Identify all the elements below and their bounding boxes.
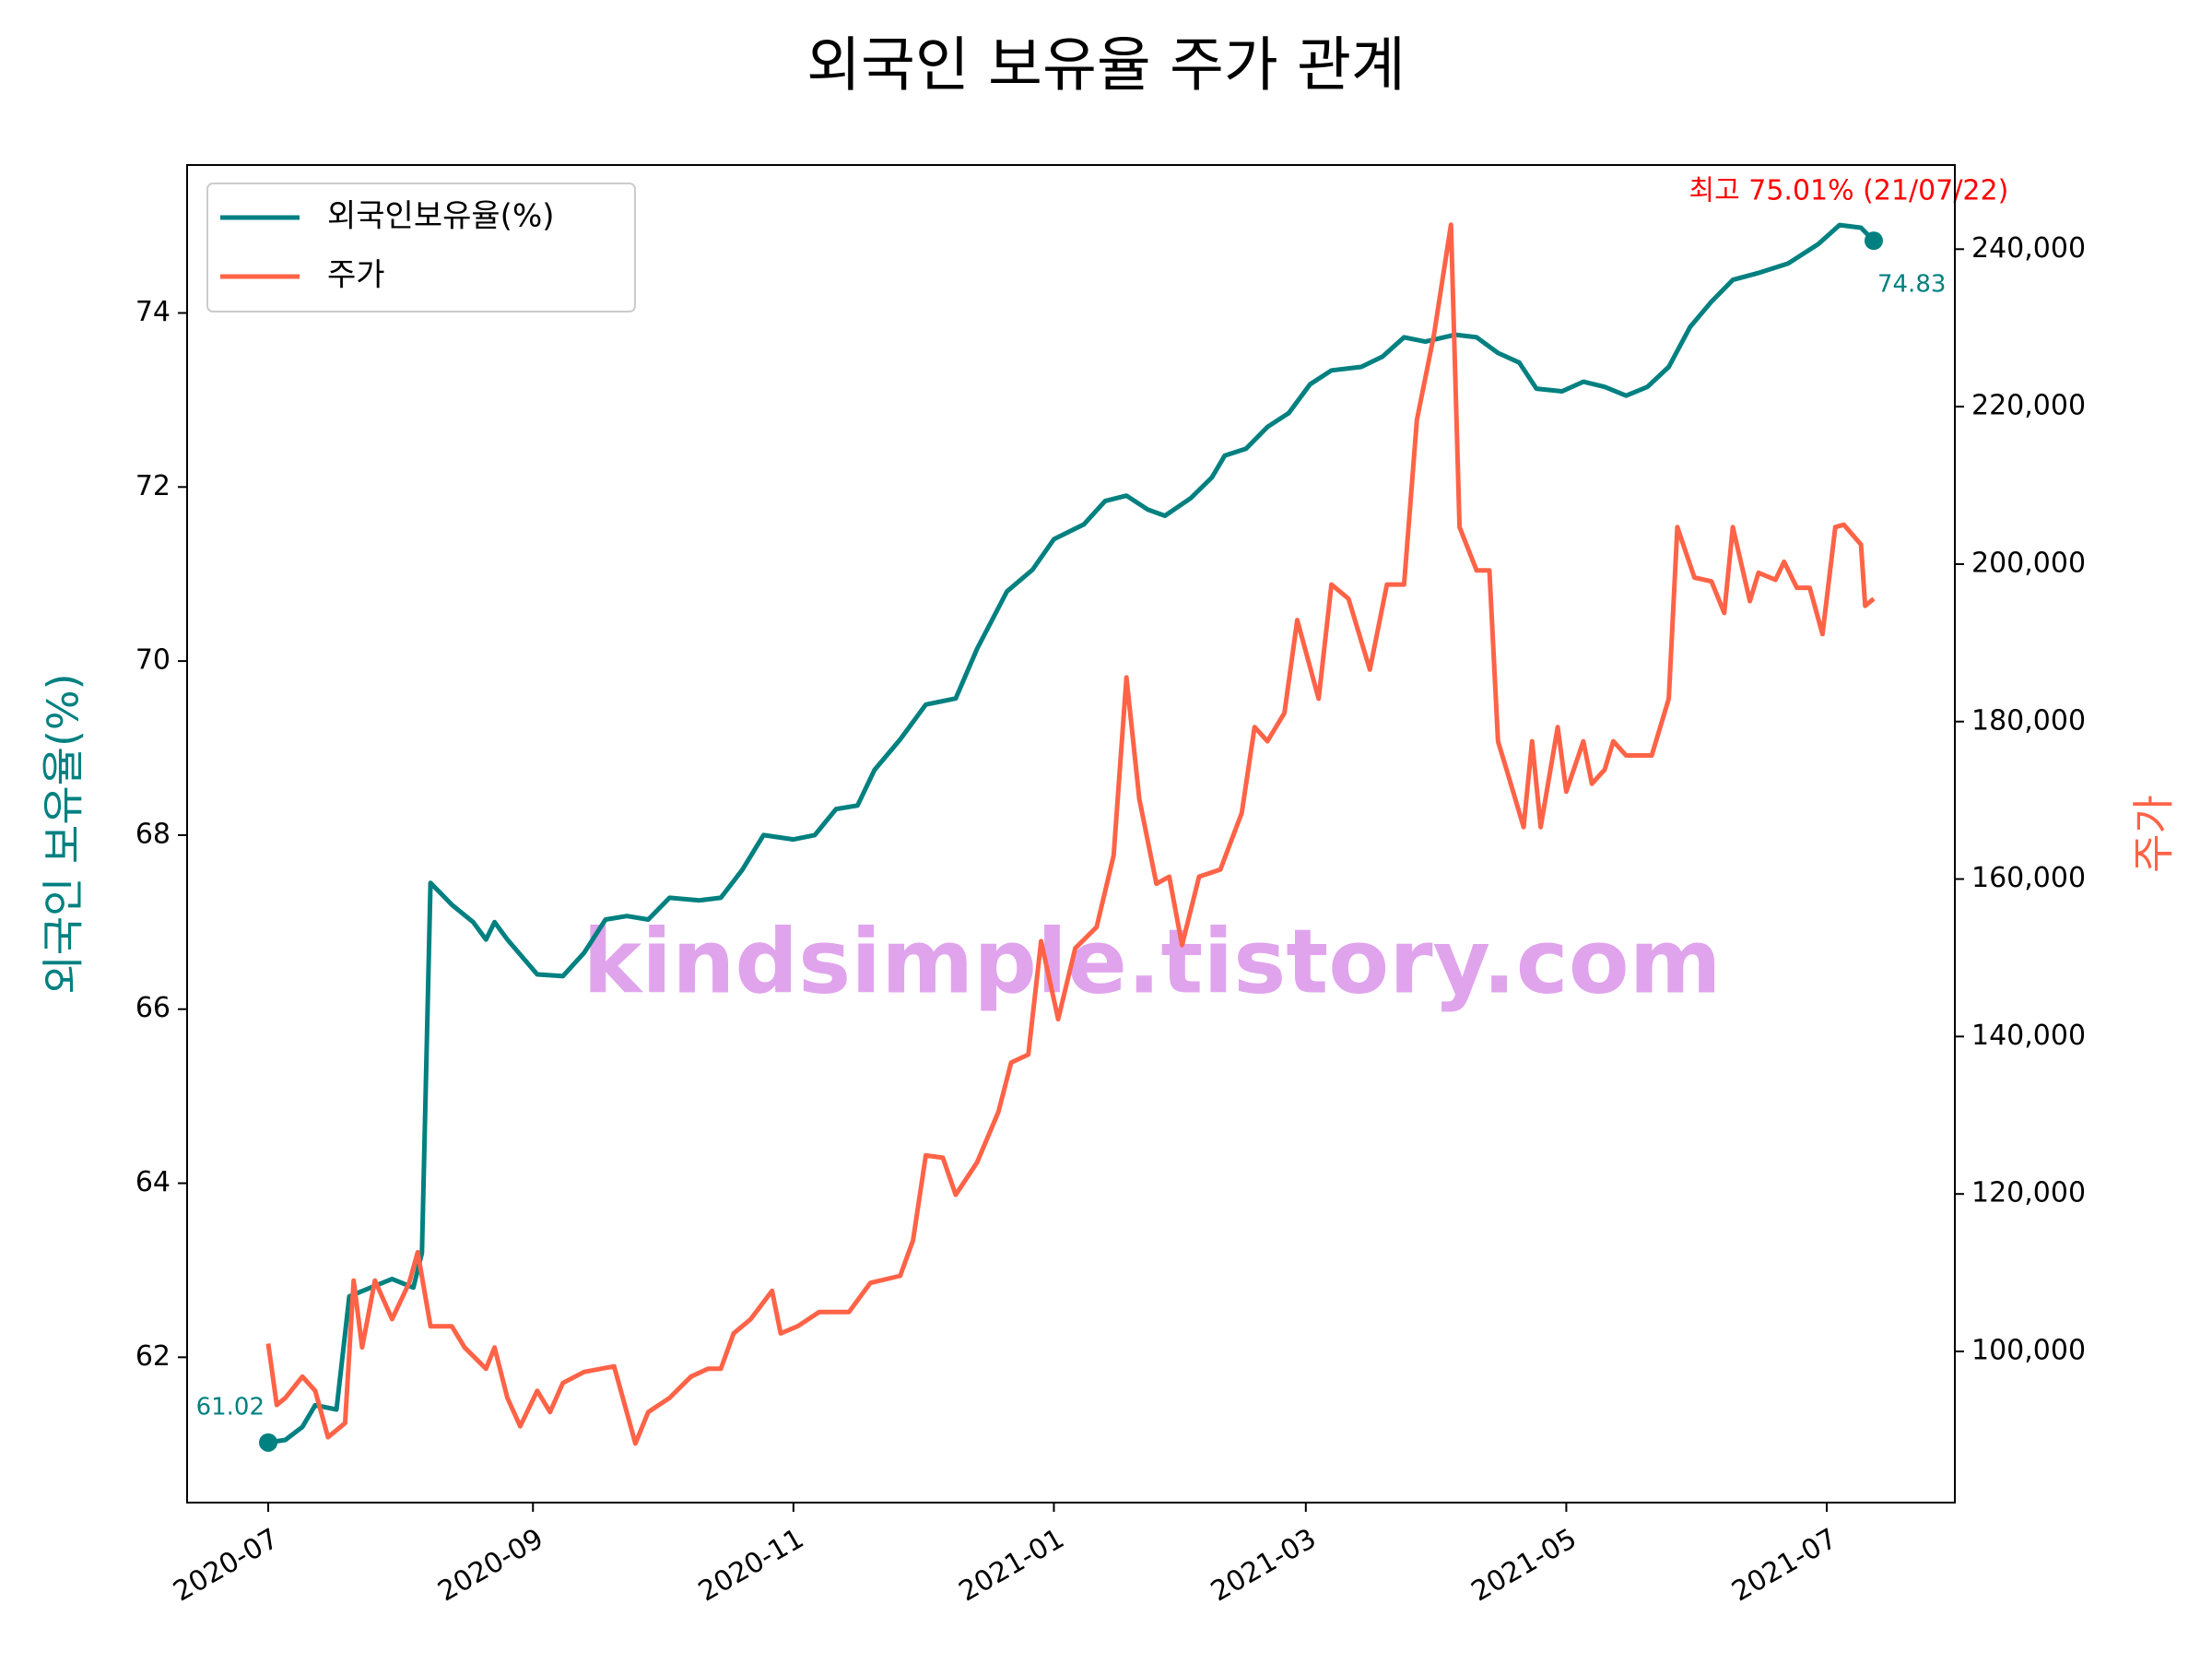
x-tick-label: 2021-05: [1466, 1523, 1583, 1609]
plot-frame: [186, 164, 1956, 1504]
y-axis-label: 외국인 보유율(%): [39, 673, 88, 994]
end-marker: [259, 1433, 278, 1452]
value-annotation: 74.83: [1877, 271, 1946, 299]
y2-tick-label: 220,000: [1971, 390, 2086, 422]
y-tick-label: 66: [135, 992, 171, 1024]
x-tick-label: 2021-03: [1206, 1523, 1322, 1609]
x-tick-label: 2020-09: [432, 1523, 548, 1609]
y2-tick-label: 100,000: [1971, 1335, 2086, 1367]
legend-box: [206, 183, 636, 313]
chart-title: 외국인 보유율 주가 관계: [806, 32, 1406, 100]
x-tick-label: 2020-07: [168, 1523, 284, 1609]
y-tick-label: 68: [135, 818, 171, 850]
series-line: [267, 222, 1876, 1445]
y-tick-label: 62: [135, 1340, 171, 1373]
x-tick-label: 2021-07: [1726, 1523, 1842, 1609]
x-tick-label: 2020-11: [693, 1523, 809, 1609]
y-tick-label: 74: [135, 296, 171, 328]
value-annotation: 61.02: [196, 1393, 265, 1421]
y2-tick-label: 120,000: [1971, 1177, 2086, 1209]
y-tick-label: 70: [135, 644, 171, 677]
legend: 외국인보유율(%) 주가: [206, 183, 636, 313]
y-tick-label: 72: [135, 470, 171, 502]
end-marker: [1864, 231, 1883, 251]
y2-axis-label: 주가: [2129, 795, 2179, 873]
y2-tick-label: 240,000: [1971, 232, 2086, 265]
watermark: kindsimple.tistory.com: [582, 910, 1721, 1013]
max-annotation: 최고 75.01% (21/07/22): [1689, 175, 2009, 207]
series-line: [265, 222, 1876, 1446]
y2-tick-label: 200,000: [1971, 547, 2086, 579]
x-tick-label: 2021-01: [954, 1523, 1070, 1609]
y2-tick-label: 140,000: [1971, 1020, 2086, 1052]
legend-label: 외국인보유율(%): [327, 198, 555, 235]
y2-tick-label: 180,000: [1971, 704, 2086, 737]
y-tick-label: 64: [135, 1166, 171, 1198]
legend-label: 주가: [327, 257, 385, 294]
y2-tick-label: 160,000: [1971, 862, 2086, 894]
